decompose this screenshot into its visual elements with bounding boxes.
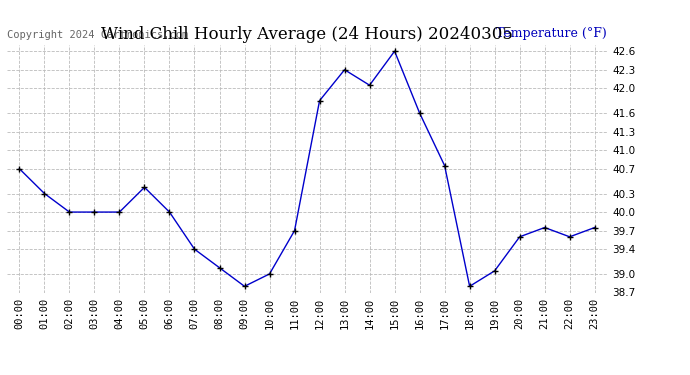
Text: Copyright 2024 Cartronics.com: Copyright 2024 Cartronics.com <box>7 30 188 40</box>
Text: Temperature (°F): Temperature (°F) <box>496 27 607 40</box>
Title: Wind Chill Hourly Average (24 Hours) 20240305: Wind Chill Hourly Average (24 Hours) 202… <box>101 27 513 44</box>
